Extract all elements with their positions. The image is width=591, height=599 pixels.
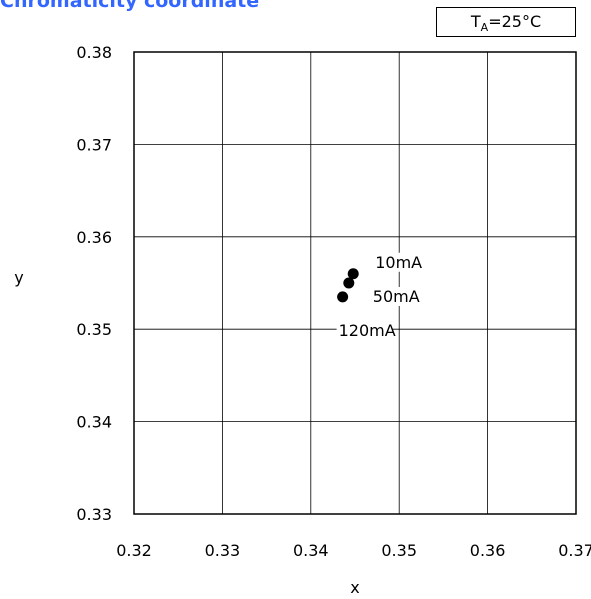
- x-axis-label: x: [350, 578, 359, 597]
- y-tick-label: 0.36: [76, 228, 112, 247]
- data-label-background: [370, 287, 416, 306]
- y-tick-labels: 0.33 0.34 0.35 0.36 0.37 0.38: [76, 43, 112, 524]
- y-tick-label: 0.33: [76, 505, 112, 524]
- x-tick-labels: 0.32 0.33 0.34 0.35 0.36 0.37: [116, 541, 591, 560]
- data-label-background: [336, 320, 392, 340]
- x-tick-label: 0.37: [558, 541, 591, 560]
- data-point: [343, 277, 355, 289]
- data-point: [337, 291, 349, 303]
- data-label: 50mA: [373, 287, 420, 306]
- data-label: 120mA: [339, 321, 396, 340]
- condition-box: TA=25°C: [436, 7, 576, 37]
- plot-area: [133, 51, 577, 515]
- data-points: 10mA 50mA 120mA: [336, 252, 422, 340]
- condition-symbol: T: [470, 12, 481, 31]
- x-tick-label: 0.33: [205, 541, 241, 560]
- y-tick-label: 0.37: [76, 135, 112, 154]
- data-label: 10mA: [375, 253, 422, 272]
- x-tick-label: 0.32: [116, 541, 152, 560]
- y-tick-label: 0.34: [76, 413, 112, 432]
- grid-lines: [134, 52, 576, 514]
- data-label-background: [373, 252, 419, 272]
- condition-value: =25°C: [488, 12, 542, 31]
- condition-subscript: A: [480, 21, 489, 35]
- chart-title: Chromaticity coordinate: [0, 0, 260, 12]
- y-axis-label: y: [14, 268, 23, 287]
- y-tick-label: 0.38: [76, 43, 112, 62]
- y-tick-label: 0.35: [76, 320, 112, 339]
- x-tick-label: 0.35: [381, 541, 417, 560]
- x-tick-label: 0.36: [470, 541, 506, 560]
- x-tick-label: 0.34: [293, 541, 329, 560]
- data-point: [347, 268, 359, 280]
